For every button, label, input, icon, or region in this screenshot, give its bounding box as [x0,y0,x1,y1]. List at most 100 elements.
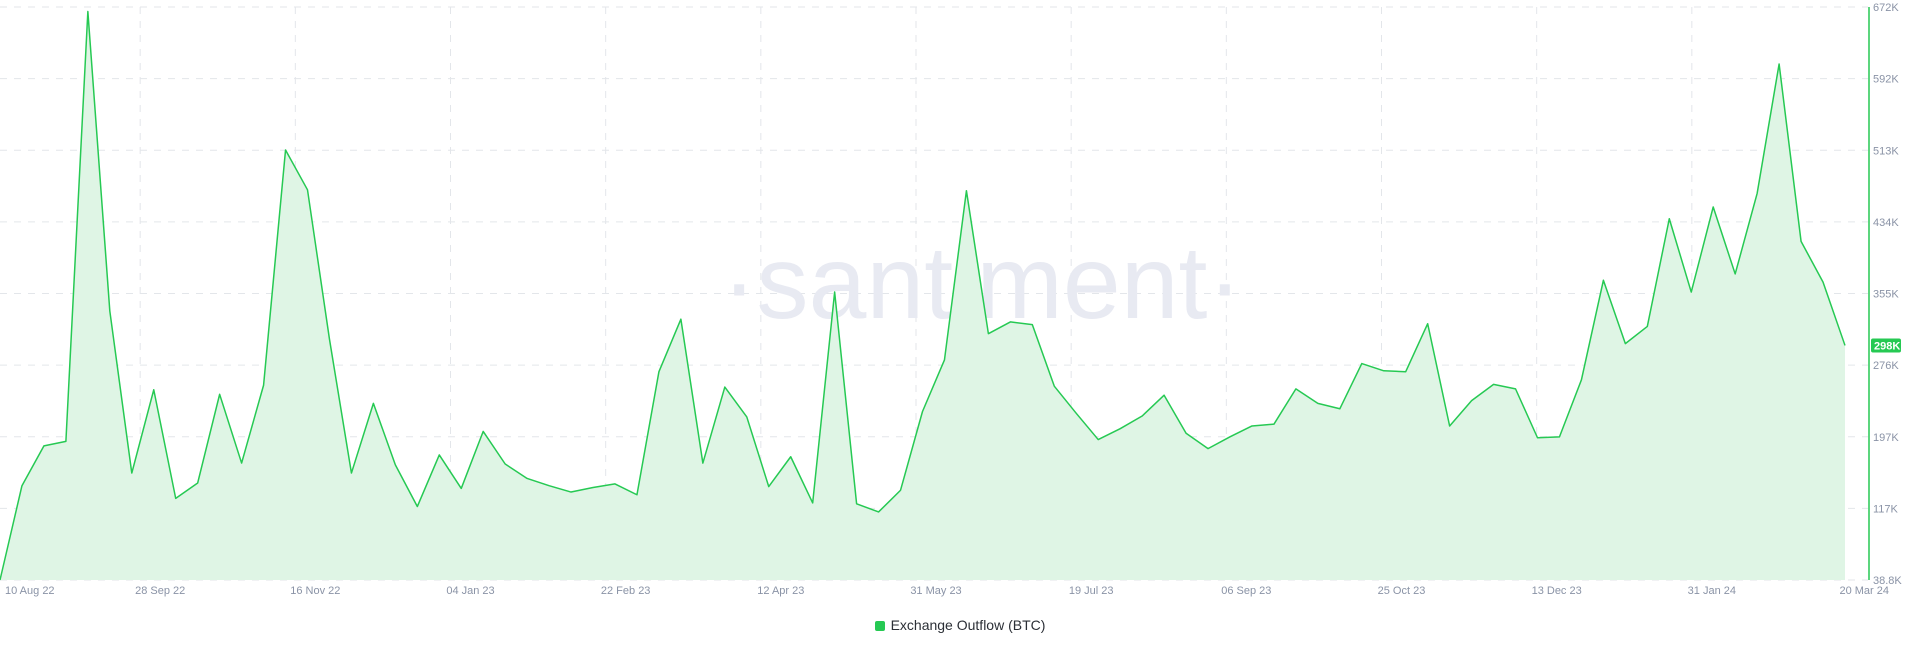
legend-swatch [874,621,885,631]
data-point [1228,435,1232,439]
data-point [745,415,749,419]
data-point [1316,401,1320,405]
data-point [591,486,595,490]
data-point [20,484,24,488]
data-point [1623,342,1627,346]
current-value-badge-text: 298K [1874,340,1900,352]
x-tick-label: 28 Sep 22 [135,585,185,597]
y-tick-label: 355K [1873,289,1899,301]
data-point [1338,407,1342,411]
data-point [1799,239,1803,243]
x-tick-label: 16 Nov 22 [290,585,340,597]
x-tick-label: 31 Jan 24 [1688,585,1736,597]
data-point [1601,278,1605,282]
data-point [262,383,266,387]
data-point [130,471,134,475]
data-point [481,429,485,433]
y-tick-label: 117K [1873,503,1899,515]
data-point [1206,447,1210,451]
data-point [899,488,903,492]
y-tick-label: 38.8K [1873,575,1902,587]
x-tick-label: 10 Aug 22 [5,585,55,597]
data-point [1272,422,1276,426]
y-tick-label: 197K [1873,432,1899,444]
data-point [1052,384,1056,388]
x-tick-label: 12 Apr 23 [757,585,804,597]
data-point [459,486,463,490]
data-point [964,189,968,193]
data-point [1294,387,1298,391]
data-point [1536,436,1540,440]
data-point [415,505,419,509]
x-tick-label: 20 Mar 24 [1839,585,1889,597]
data-point [1074,411,1078,415]
current-value-badge: 298K [1871,338,1901,353]
data-point [811,501,815,505]
data-point [1492,382,1496,386]
y-tick-label: 276K [1873,360,1899,372]
data-point [174,496,178,500]
data-point [701,461,705,465]
data-point [64,439,68,443]
data-point [1030,323,1034,327]
data-point [942,358,946,362]
data-point [240,461,244,465]
exchange-outflow-area [0,11,1845,580]
legend-label: Exchange Outflow (BTC) [890,617,1046,633]
data-point [1118,427,1122,431]
y-tick-label: 592K [1873,74,1899,86]
data-point [1689,290,1693,294]
data-point [1667,217,1671,221]
data-point [1514,387,1518,391]
y-tick-label: 672K [1873,2,1899,14]
data-point [327,337,331,341]
data-point [86,10,90,14]
x-tick-label: 22 Feb 23 [601,585,651,597]
data-point [1184,431,1188,435]
y-tick-label: 434K [1873,217,1899,229]
y-tick-label: 513K [1873,145,1899,157]
data-point [1557,435,1561,439]
x-tick-label: 04 Jan 23 [446,585,494,597]
exchange-outflow-line [0,10,1846,581]
data-point [1821,280,1825,284]
x-tick-label: 13 Dec 23 [1532,585,1582,597]
data-point [1250,424,1254,428]
x-tick-label: 19 Jul 23 [1069,585,1114,597]
data-point [152,388,156,392]
legend: Exchange Outflow (BTC) [0,617,1920,633]
data-point [284,148,288,152]
data-point [1404,370,1408,374]
data-point [1426,322,1430,326]
data-point [1843,343,1847,347]
data-point [1140,414,1144,418]
data-point [767,485,771,489]
data-point [1096,438,1100,442]
data-point [218,392,222,396]
data-point [613,482,617,486]
data-point [42,444,46,448]
data-point [855,502,859,506]
data-point [789,455,793,459]
data-point [569,490,573,494]
data-point [393,463,397,467]
data-point [635,493,639,497]
data-point [1777,62,1781,66]
x-tick-label: 25 Oct 23 [1378,585,1426,597]
data-point [1448,424,1452,428]
data-point [371,401,375,405]
data-point [679,317,683,321]
data-point [833,290,837,294]
data-point [437,453,441,457]
data-point [306,188,310,192]
data-point [1008,320,1012,324]
data-point [1645,324,1649,328]
data-point [657,370,661,374]
data-point [503,462,507,466]
data-point [1470,399,1474,403]
data-point [1360,362,1364,366]
data-point [196,481,200,485]
data-point [877,510,881,514]
data-point [108,309,112,313]
